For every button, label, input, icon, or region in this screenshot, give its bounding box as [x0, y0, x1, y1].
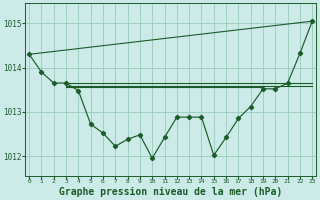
- X-axis label: Graphe pression niveau de la mer (hPa): Graphe pression niveau de la mer (hPa): [59, 186, 282, 197]
